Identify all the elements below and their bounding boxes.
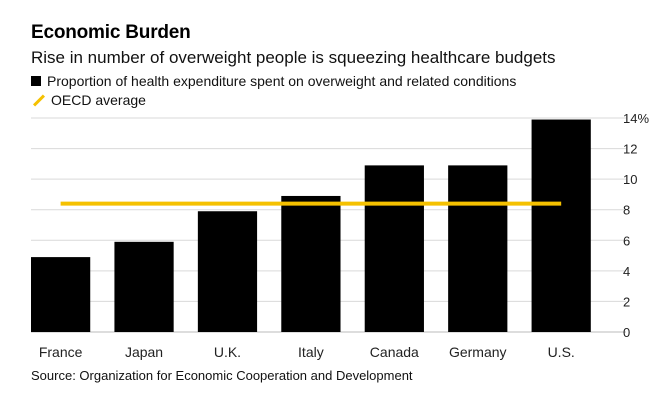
bar — [281, 195, 341, 332]
y-tick-label: 6 — [623, 233, 630, 248]
legend-bar-swatch — [31, 76, 41, 86]
x-tick-label: U.K. — [214, 344, 241, 360]
legend-item-bars: Proportion of health expenditure spent o… — [31, 73, 516, 89]
y-tick-label: 10 — [623, 172, 637, 187]
bar — [114, 241, 174, 332]
bar — [197, 211, 258, 332]
legend-bar-label: Proportion of health expenditure spent o… — [47, 73, 517, 89]
bars — [31, 119, 591, 333]
x-axis-labels: France Japan U.K. Italy Canada Germany U.S. — [39, 344, 575, 360]
bar — [531, 119, 591, 333]
bar — [448, 165, 508, 332]
y-tick-label: 4 — [623, 264, 630, 279]
x-tick-label: U.S. — [548, 344, 575, 360]
x-tick-label: France — [39, 344, 83, 360]
bar — [364, 165, 424, 332]
bar — [31, 257, 91, 332]
x-tick-label: Italy — [298, 344, 324, 360]
x-tick-label: Japan — [125, 344, 163, 360]
legend-line-label: OECD average — [51, 92, 146, 108]
x-tick-label: Germany — [449, 344, 507, 360]
y-tick-label: 0 — [623, 325, 630, 340]
y-tick-label: 12 — [623, 142, 637, 157]
chart-title: Economic Burden — [31, 22, 191, 43]
source-note: Source: Organization for Economic Cooper… — [31, 368, 413, 383]
y-tick-label: 8 — [623, 203, 630, 218]
x-tick-label: Canada — [370, 344, 419, 360]
legend-item-line: OECD average — [31, 92, 146, 108]
chart-subtitle: Rise in number of overweight people is s… — [31, 48, 556, 67]
y-axis-ticks: 0 2 4 6 8 10 12 14% — [623, 111, 649, 340]
y-tick-label: 2 — [623, 294, 630, 309]
y-tick-label: 14% — [623, 111, 649, 126]
